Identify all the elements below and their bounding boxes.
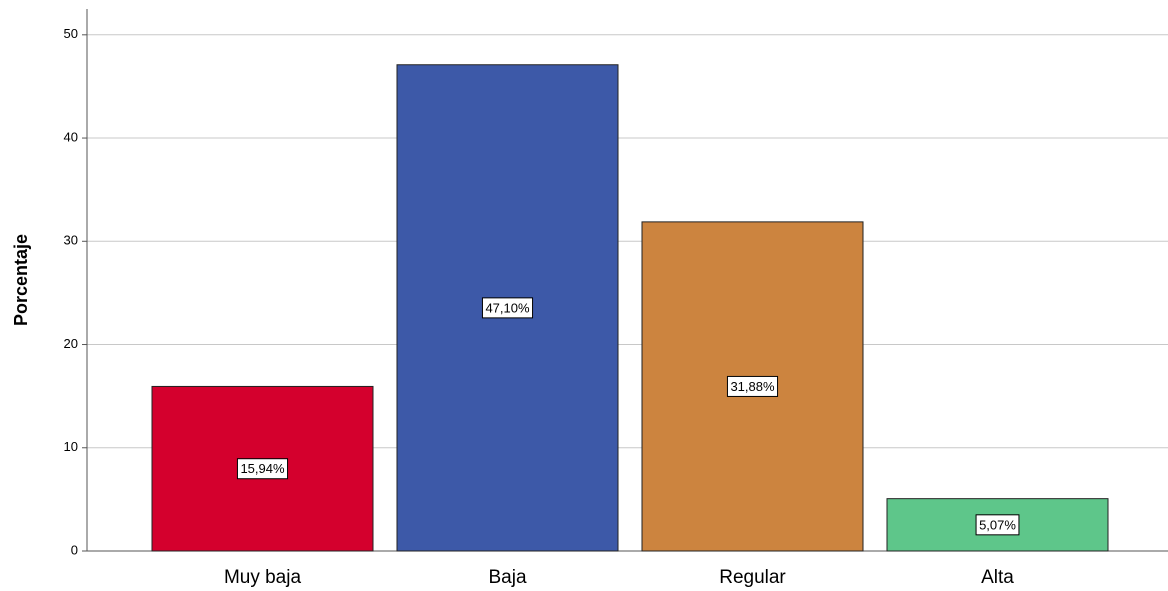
y-axis-label: Porcentaje xyxy=(11,234,31,326)
y-tick-label: 10 xyxy=(64,439,78,454)
value-label: 31,88% xyxy=(730,379,775,394)
x-tick-label: Muy baja xyxy=(224,567,302,588)
y-tick-label: 30 xyxy=(64,233,78,248)
x-tick-label: Regular xyxy=(719,567,786,588)
x-tick-label: Alta xyxy=(981,567,1014,588)
value-label-box xyxy=(726,375,779,397)
value-label: 47,10% xyxy=(485,300,530,315)
value-label-box xyxy=(975,514,1020,536)
y-tick-label: 40 xyxy=(64,129,78,144)
y-tick-label: 0 xyxy=(71,542,78,557)
value-label-box xyxy=(236,458,289,480)
value-label: 5,07% xyxy=(979,517,1016,532)
y-tick-label: 50 xyxy=(64,26,78,41)
x-tick-label: Baja xyxy=(488,567,526,588)
value-label: 15,94% xyxy=(240,461,285,476)
y-tick-label: 20 xyxy=(64,336,78,351)
value-label-box xyxy=(481,297,534,319)
